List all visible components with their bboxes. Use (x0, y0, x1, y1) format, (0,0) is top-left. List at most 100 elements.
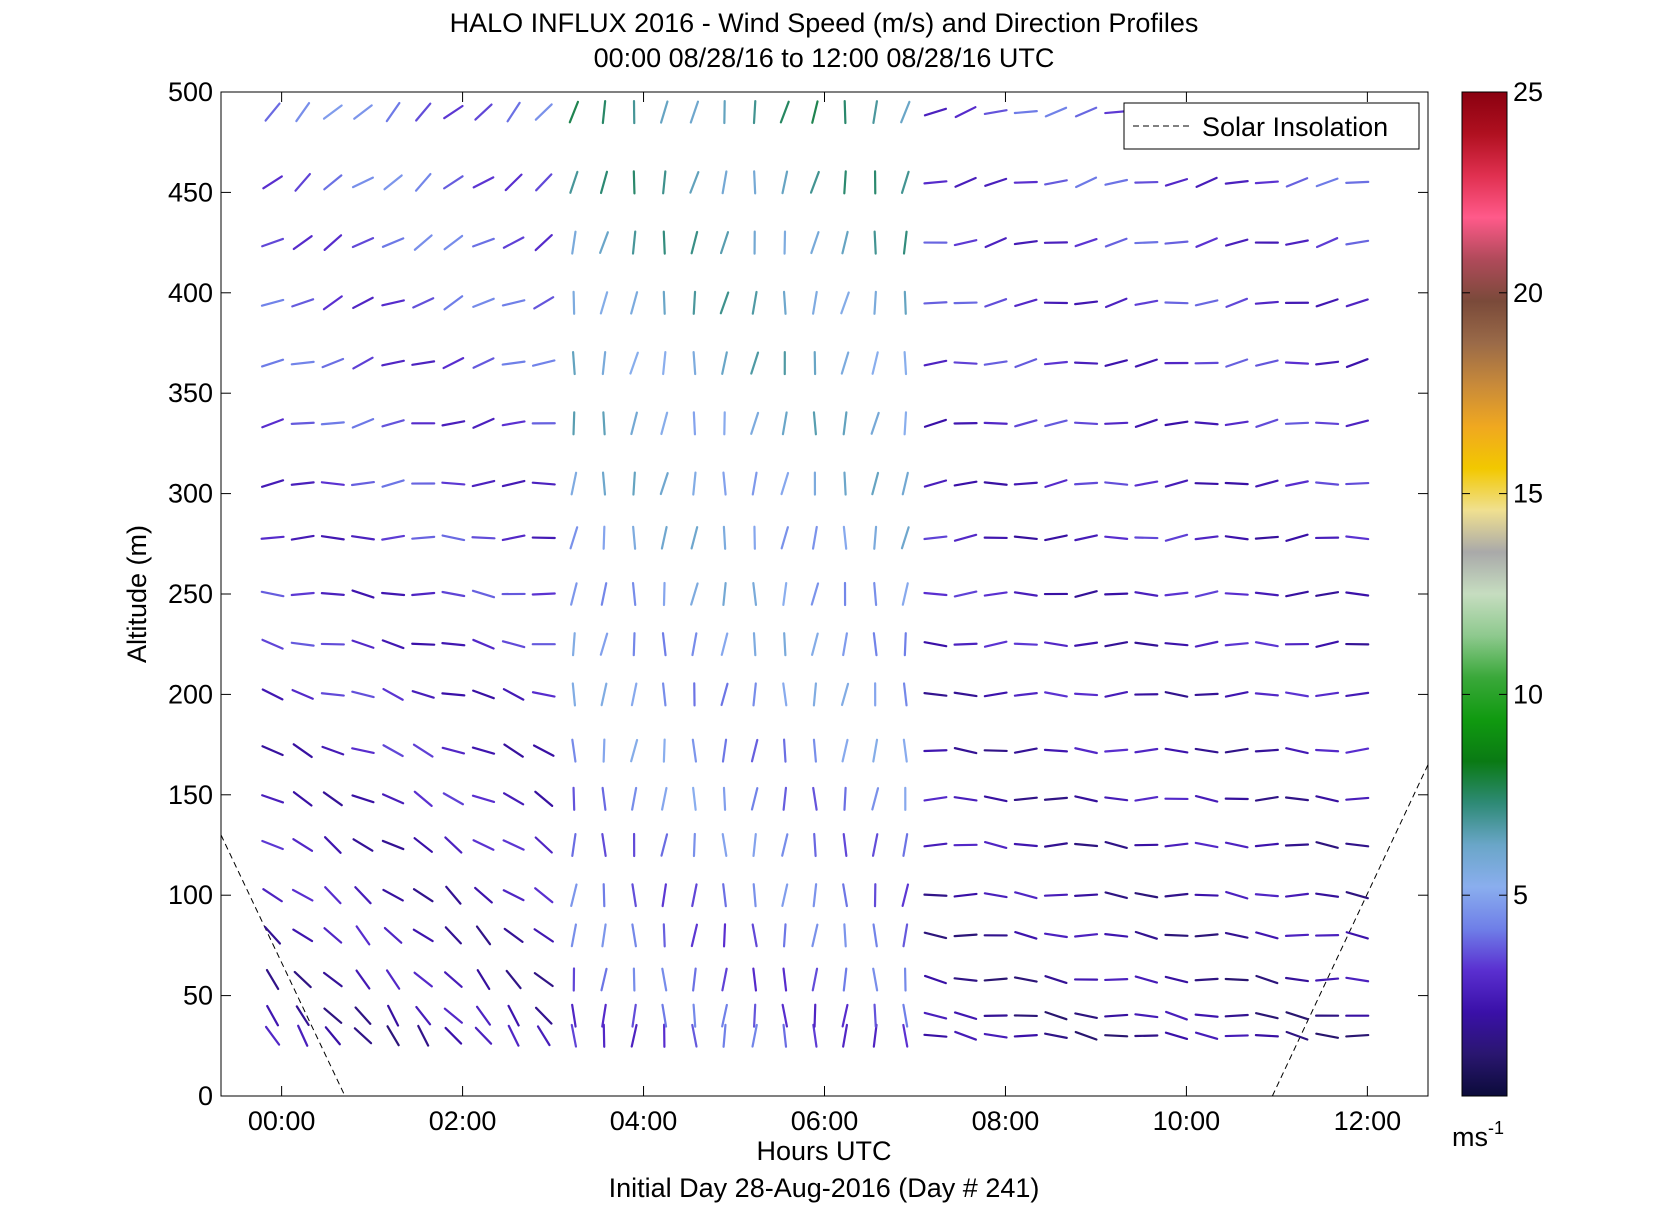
wind-vector (417, 1024, 430, 1047)
wind-vector (1134, 1013, 1159, 1019)
wind-vector (1073, 893, 1099, 897)
wind-vector (1074, 795, 1098, 803)
wind-vector (323, 174, 343, 191)
wind-vector (501, 360, 526, 366)
wind-vector (501, 640, 526, 649)
wind-vector (570, 471, 578, 496)
wind-vector (1014, 298, 1038, 308)
wind-vector (533, 928, 554, 943)
wind-vector (1044, 106, 1068, 118)
wind-vector (811, 525, 818, 550)
wind-vector (472, 689, 495, 700)
chart-subtitle: 00:00 08/28/16 to 12:00 08/28/16 UTC (594, 43, 1055, 73)
wind-vector (475, 925, 492, 946)
wind-vector (984, 237, 1007, 249)
wind-vector (1043, 360, 1068, 366)
wind-vector (1315, 841, 1339, 849)
wind-vector (261, 794, 285, 804)
wind-vector (1134, 299, 1159, 306)
wind-vector (1013, 796, 1038, 802)
wind-vector (571, 632, 576, 657)
wind-vector (1255, 931, 1279, 940)
wind-vector (1134, 1034, 1159, 1038)
wind-vector (570, 1023, 578, 1048)
x-axis: 00:00 02:00 04:00 06:00 08:00 10:00 12:00 (248, 92, 1401, 1136)
wind-vector (385, 969, 401, 990)
wind-vector (661, 967, 668, 992)
wind-vector (1345, 180, 1370, 184)
wind-vector (661, 1003, 668, 1028)
wind-vector (351, 237, 375, 249)
wind-vector (534, 790, 554, 807)
wind-vector (843, 786, 847, 811)
wind-vector (1315, 237, 1339, 249)
wind-vector (504, 173, 523, 192)
wind-vector (571, 230, 577, 255)
wind-vector (1194, 299, 1219, 307)
wind-vector (1013, 976, 1038, 983)
wind-vector (1134, 591, 1159, 597)
wind-vector (953, 480, 978, 487)
wind-vector (1194, 841, 1219, 849)
wind-vector (381, 299, 405, 307)
wind-vector (1164, 240, 1189, 245)
wind-vector (692, 786, 697, 811)
wind-vector (444, 836, 463, 854)
wind-vector (1014, 358, 1038, 369)
wind-vector (812, 682, 818, 707)
wind-vector (750, 787, 759, 811)
wind-vector (1345, 358, 1369, 369)
wind-vector (983, 841, 1008, 849)
wind-vector (841, 738, 849, 763)
wind-vector (1073, 692, 1099, 697)
wind-vector (502, 792, 525, 806)
wind-vector (1254, 842, 1279, 848)
wind-vector (1164, 747, 1189, 754)
wind-vector (1134, 241, 1159, 245)
wind-vector (1285, 691, 1309, 698)
wind-vector (984, 298, 1008, 308)
wind-vector (568, 100, 580, 124)
wind-vector (873, 1003, 877, 1028)
wind-vector (261, 638, 284, 650)
wind-vector (1254, 591, 1279, 597)
wind-vector (321, 357, 345, 369)
wind-vector (352, 356, 374, 370)
wind-vector (843, 99, 847, 125)
wind-vector (661, 883, 667, 908)
wind-vector (1255, 974, 1279, 985)
wind-vector (1013, 240, 1038, 246)
wind-vector (692, 411, 697, 436)
colorbar-unit-exponent: -1 (1488, 1118, 1504, 1138)
wind-vector (690, 526, 699, 550)
wind-vector (1224, 747, 1249, 754)
wind-vector (722, 525, 727, 550)
wind-vector (351, 747, 375, 755)
wind-vector (600, 582, 608, 606)
legend-box (1123, 102, 1420, 150)
wind-vector (662, 351, 667, 376)
wind-vector (1284, 843, 1310, 847)
wind-vector (351, 176, 374, 189)
wind-vector (953, 590, 978, 598)
wind-vector (381, 591, 406, 597)
wind-vector (507, 1024, 520, 1047)
solar-insolation-lines (221, 764, 1428, 1096)
wind-vector (1104, 535, 1129, 540)
wind-vector (903, 411, 908, 436)
wind-vector (352, 838, 374, 852)
x-tick-label: 12:00 (1334, 1106, 1402, 1136)
x-tick-label: 08:00 (972, 1106, 1040, 1136)
wind-vector (1285, 239, 1309, 246)
wind-vector (631, 883, 637, 908)
wind-vector (354, 1006, 372, 1025)
wind-vector (750, 351, 760, 375)
wind-vector (412, 888, 434, 903)
wind-vector (903, 632, 907, 657)
wind-vector (812, 738, 817, 763)
wind-vector (1284, 933, 1310, 937)
wind-vector (501, 420, 526, 427)
wind-vector (902, 833, 909, 857)
wind-vector (842, 632, 848, 657)
wind-vector (923, 359, 948, 367)
